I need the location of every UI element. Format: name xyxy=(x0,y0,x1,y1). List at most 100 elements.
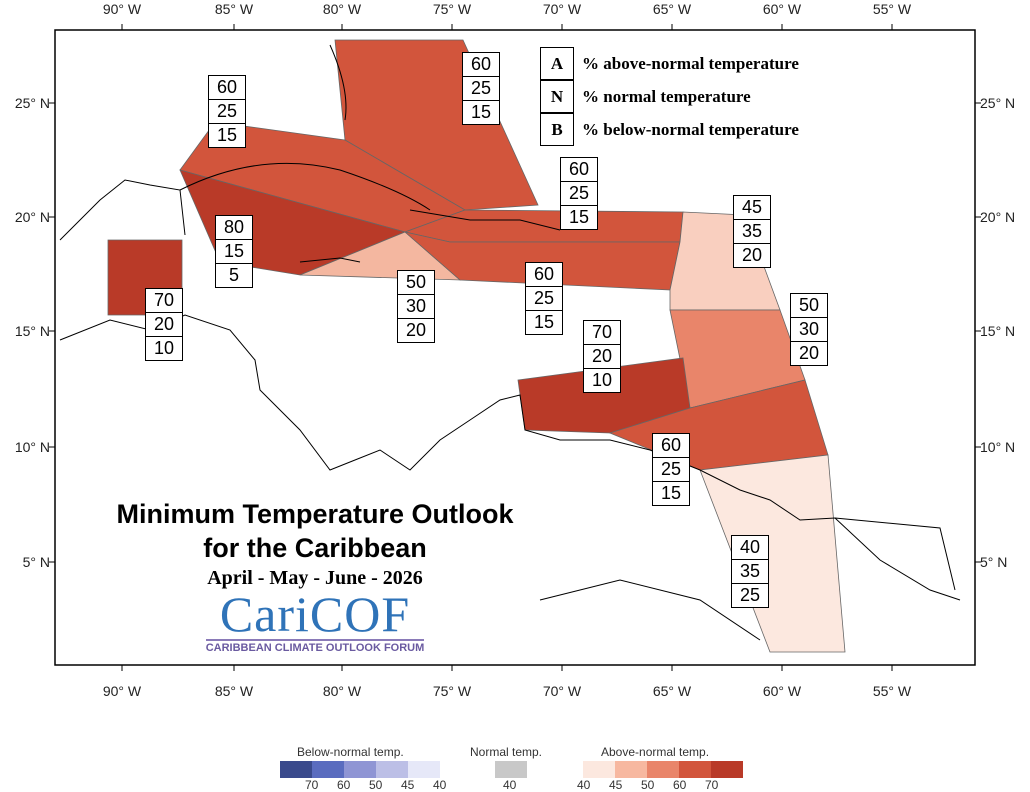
caricof-logo: CariCOF xyxy=(219,586,411,642)
prob-A: 60 xyxy=(568,159,590,179)
y-tick-right: 15° N xyxy=(980,323,1015,339)
key-text: % above-normal temperature xyxy=(582,53,799,73)
legend-swatch-above xyxy=(583,761,615,778)
y-tick-right: 20° N xyxy=(980,209,1015,225)
key-text: % normal temperature xyxy=(582,86,751,106)
legend-value: 40 xyxy=(577,778,591,792)
x-tick-top: 75° W xyxy=(433,1,472,17)
probability-box-hispaniola: 60 25 15 xyxy=(560,157,598,230)
legend-value: 45 xyxy=(401,778,415,792)
prob-B: 15 xyxy=(561,205,597,229)
prob-N: 30 xyxy=(791,317,827,341)
probability-box-trinidad: 60 25 15 xyxy=(652,433,690,506)
prob-B: 5 xyxy=(216,263,252,287)
key-text: % below-normal temperature xyxy=(582,119,799,139)
legend-swatch-above xyxy=(615,761,647,778)
legend-swatch-below xyxy=(280,761,312,778)
y-tick-left: 5° N xyxy=(23,554,50,570)
key-row-below: B % below-normal temperature xyxy=(540,113,799,146)
prob-A: 80 xyxy=(223,217,245,237)
y-tick-left: 25° N xyxy=(15,95,50,111)
prob-N: 15 xyxy=(216,239,252,263)
prob-A: 60 xyxy=(533,264,555,284)
region-bahamas xyxy=(334,39,539,211)
key-legend: A % above-normal temperature N % normal te… xyxy=(540,47,799,146)
prob-A: 70 xyxy=(153,290,175,310)
x-tick-top: 90° W xyxy=(103,1,142,17)
prob-B: 15 xyxy=(463,100,499,124)
prob-B: 10 xyxy=(584,368,620,392)
legend-value: 40 xyxy=(433,778,447,792)
x-tick-top: 65° W xyxy=(653,1,692,17)
prob-N: 20 xyxy=(146,312,182,336)
key-letter: A xyxy=(540,47,574,80)
title-period: April - May - June - 2026 xyxy=(207,567,423,589)
legend-value: 60 xyxy=(337,778,351,792)
prob-N: 25 xyxy=(209,99,245,123)
prob-N: 25 xyxy=(561,181,597,205)
legend-swatch-below xyxy=(344,761,376,778)
legend-swatch-below xyxy=(408,761,440,778)
legend-value: 70 xyxy=(705,778,719,792)
x-tick-bottom: 65° W xyxy=(653,683,692,699)
prob-A: 60 xyxy=(470,54,492,74)
x-tick-top: 80° W xyxy=(323,1,362,17)
prob-B: 15 xyxy=(526,310,562,334)
key-row-normal: N % normal temperature xyxy=(540,80,799,113)
prob-B: 25 xyxy=(732,583,768,607)
x-tick-top: 60° W xyxy=(763,1,802,17)
legend-value: 40 xyxy=(503,778,517,792)
key-letter: N xyxy=(540,80,574,113)
x-tick-bottom: 80° W xyxy=(323,683,362,699)
prob-B: 10 xyxy=(146,336,182,360)
prob-N: 20 xyxy=(584,344,620,368)
caricof-logo-subtitle: CARIBBEAN CLIMATE OUTLOOK FORUM xyxy=(205,639,425,654)
prob-B: 15 xyxy=(653,481,689,505)
prob-N: 25 xyxy=(526,286,562,310)
title-line-2: for the Caribbean xyxy=(203,533,427,563)
x-tick-top: 70° W xyxy=(543,1,582,17)
y-tick-left: 10° N xyxy=(15,439,50,455)
y-tick-right: 5° N xyxy=(980,554,1007,570)
probability-box-bahamas: 60 25 15 xyxy=(462,52,500,125)
prob-N: 30 xyxy=(398,294,434,318)
prob-B: 20 xyxy=(398,318,434,342)
y-tick-left: 15° N xyxy=(15,323,50,339)
legend-below-label: Below-normal temp. xyxy=(297,745,404,759)
x-tick-bottom: 85° W xyxy=(215,683,254,699)
legend-value: 45 xyxy=(609,778,623,792)
legend-swatch-below xyxy=(376,761,408,778)
x-tick-bottom: 90° W xyxy=(103,683,142,699)
probability-box-cuba: 60 25 15 xyxy=(208,75,246,148)
probability-box-leeward: 45 35 20 xyxy=(733,195,771,268)
key-row-above: A % above-normal temperature xyxy=(540,47,799,80)
probability-box-cayman-west: 80 15 5 xyxy=(215,215,253,288)
probability-box-abc-islands: 70 20 10 xyxy=(583,320,621,393)
legend-value: 50 xyxy=(369,778,383,792)
prob-A: 70 xyxy=(591,322,613,342)
x-tick-bottom: 70° W xyxy=(543,683,582,699)
prob-A: 45 xyxy=(741,197,763,217)
legend-swatch-above xyxy=(679,761,711,778)
legend-swatch-normal xyxy=(495,761,527,778)
prob-N: 25 xyxy=(463,76,499,100)
legend-swatch-above xyxy=(711,761,743,778)
prob-B: 20 xyxy=(734,243,770,267)
legend-normal-label: Normal temp. xyxy=(470,745,543,759)
x-tick-bottom: 60° W xyxy=(763,683,802,699)
map-title-block: Minimum Temperature Outlook for the Cari… xyxy=(80,497,550,656)
y-tick-right: 25° N xyxy=(980,95,1015,111)
probability-box-jamaica: 50 30 20 xyxy=(397,270,435,343)
prob-A: 40 xyxy=(739,537,761,557)
prob-A: 50 xyxy=(405,272,427,292)
legend-above-label: Above-normal temp. xyxy=(601,745,710,759)
title-line-1: Minimum Temperature Outlook xyxy=(116,499,514,529)
legend-value: 70 xyxy=(305,778,319,792)
prob-N: 35 xyxy=(734,219,770,243)
probability-box-puerto-rico: 60 25 15 xyxy=(525,262,563,335)
y-tick-right: 10° N xyxy=(980,439,1015,455)
legend-value: 50 xyxy=(641,778,655,792)
prob-A: 60 xyxy=(216,77,238,97)
legend-value: 60 xyxy=(673,778,687,792)
